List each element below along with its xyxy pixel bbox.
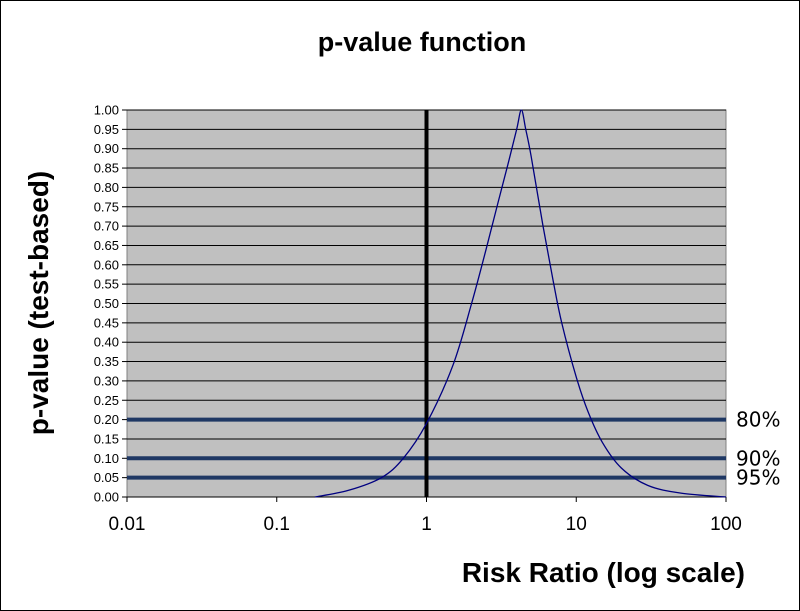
p-value-curve [314, 109, 727, 498]
x-axis-label: Risk Ratio (log scale) [462, 557, 745, 588]
x-axis-ticks: 0.01 0.1 1 10 100 [109, 497, 742, 535]
x-tick-label: 0.01 [109, 514, 146, 535]
x-tick-label: 0.1 [264, 514, 290, 535]
y-tick-label: 0.25 [94, 393, 119, 408]
y-tick-label: 0.60 [94, 257, 119, 272]
reference-line-label: 90% [736, 446, 780, 470]
y-tick-label: 0.00 [94, 490, 119, 505]
y-tick-label: 0.90 [94, 141, 119, 156]
y-tick-label: 0.45 [94, 315, 119, 330]
y-tick-label: 0.40 [94, 335, 119, 350]
y-axis-ticks: 0.00 0.05 0.10 0.15 0.20 0.25 0.30 0.35 0.40 0.45… [94, 103, 127, 505]
reference-line-label: 95% [736, 466, 780, 490]
x-tick-label: 100 [710, 514, 742, 535]
x-tick-label: 1 [421, 514, 432, 535]
series-layer [314, 109, 727, 498]
y-tick-label: 0.30 [94, 373, 119, 388]
y-tick-label: 0.35 [94, 354, 119, 369]
chart-title: p-value function [318, 27, 527, 57]
y-tick-label: 0.65 [94, 238, 119, 253]
y-tick-label: 0.95 [94, 122, 119, 137]
y-tick-label: 0.05 [94, 470, 119, 485]
y-tick-label: 0.20 [94, 412, 119, 427]
y-tick-label: 0.15 [94, 431, 119, 446]
y-tick-label: 0.50 [94, 296, 119, 311]
y-axis-label: p-value (test-based) [23, 171, 54, 436]
y-tick-label: 0.85 [94, 161, 119, 176]
y-tick-label: 0.70 [94, 219, 119, 234]
y-tick-label: 0.10 [94, 451, 119, 466]
y-tick-label: 1.00 [94, 103, 119, 118]
y-tick-label: 0.55 [94, 277, 119, 292]
reference-line-label: 80% [736, 408, 780, 432]
reference-lines: 80% 90%95% [127, 110, 780, 497]
x-tick-label: 10 [566, 514, 587, 535]
y-tick-label: 0.75 [94, 199, 119, 214]
y-tick-label: 0.80 [94, 180, 119, 195]
